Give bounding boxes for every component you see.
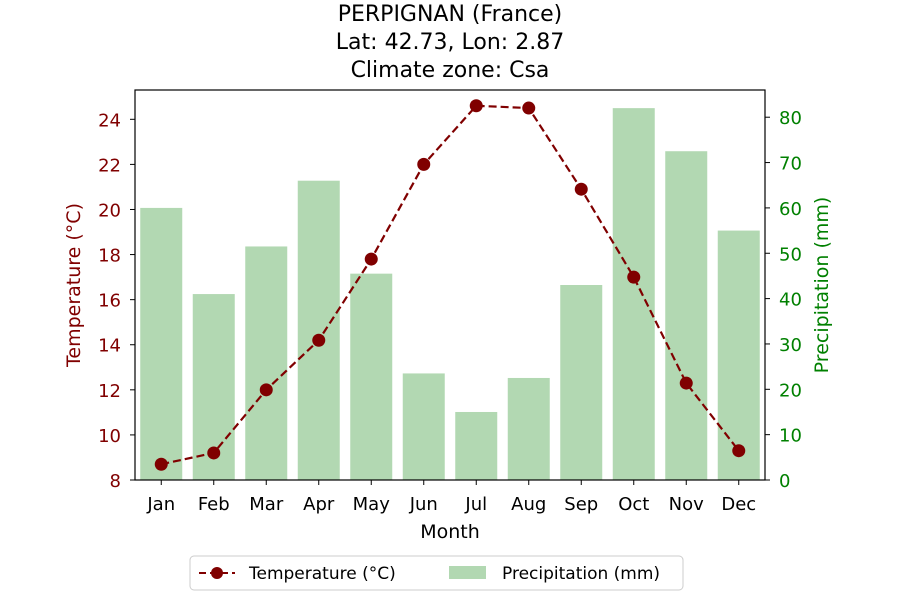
precipitation-tick-label: 20 [779,380,802,401]
precipitation-axis-label: Precipitation (mm) [811,197,833,374]
temperature-tick-label: 14 [98,336,121,357]
temperature-axis-label: Temperature (°C) [63,203,85,368]
temperature-tick-label: 8 [110,471,121,492]
precipitation-bar [455,411,498,480]
temperature-tick-label: 12 [98,381,121,402]
temperature-point [364,252,378,266]
title-line-1: PERPIGNAN (France) [338,2,563,27]
x-tick-label: Feb [198,494,230,515]
x-tick-label: Nov [669,494,704,515]
precipitation-tick-label: 50 [779,244,802,265]
precipitation-bar [140,207,183,480]
legend-temperature-label: Temperature (°C) [248,564,396,584]
precipitation-tick-label: 0 [779,471,790,492]
precipitation-bars [140,108,760,481]
x-tick-label: Sep [564,494,598,515]
precipitation-bar [402,373,445,480]
precipitation-tick-label: 80 [779,108,802,129]
temperature-point [732,444,746,458]
temperature-line [161,104,740,466]
title-line-3: Climate zone: Csa [351,58,550,83]
precipitation-tick-label: 60 [779,199,802,220]
temperature-tick-label: 10 [98,426,121,447]
legend-precipitation-label: Precipitation (mm) [502,564,660,584]
precipitation-bar [507,377,550,480]
precipitation-tick-label: 70 [779,154,802,175]
x-axis-label: Month [420,521,480,543]
legend-box [189,555,684,591]
x-tick-label: Mar [249,494,284,515]
precipitation-bar [350,273,393,480]
temperature-series [154,99,746,471]
x-tick-label: May [353,494,391,515]
x-tick-label: Apr [303,494,335,515]
plot-frame [134,89,766,481]
temperature-tick-label: 18 [98,246,121,267]
precipitation-axis: 0 10 20 30 40 50 60 70 80 [765,108,802,492]
temperature-point [574,182,588,196]
temperature-point [417,157,431,171]
precipitation-tick-label: 30 [779,335,802,356]
temperature-point [522,101,536,115]
precipitation-bar [245,246,288,480]
temperature-point [259,383,273,397]
temperature-tick-label: 24 [98,110,121,131]
x-tick-label: Aug [511,494,546,515]
x-tick-label: Dec [721,494,756,515]
x-tick-label: Jun [409,494,438,515]
legend-precipitation-swatch [449,566,486,579]
temperature-point [627,270,641,284]
precipitation-bar [665,151,708,480]
temperature-axis: 8 10 12 14 16 18 20 22 24 [98,110,135,492]
legend: Temperature (°C) Precipitation (mm) [189,555,684,591]
temperature-point [312,333,326,347]
precipitation-tick-label: 40 [779,290,802,311]
precipitation-tick-label: 10 [779,426,802,447]
temperature-tick-label: 22 [98,155,121,176]
x-tick-label: Jan [146,494,175,515]
precipitation-bar [297,180,340,480]
temperature-point [154,457,168,471]
temperature-tick-label: 16 [98,291,121,312]
x-axis: Jan Feb Mar Apr May Jun Jul Aug Sep Oct Nov Dec [146,480,756,515]
temperature-tick-label: 20 [98,200,121,221]
title-line-2: Lat: 42.73, Lon: 2.87 [336,30,564,55]
chart-title: PERPIGNAN (France) Lat: 42.73, Lon: 2.87… [336,2,564,83]
x-tick-label: Oct [618,494,649,515]
x-tick-label: Jul [464,494,487,515]
temperature-point [469,99,483,113]
precipitation-bar [612,108,655,481]
temperature-point [207,446,221,460]
precipitation-bar [717,230,760,480]
temperature-point [679,376,693,390]
legend-temperature-marker [211,567,223,579]
precipitation-bar [560,285,603,480]
